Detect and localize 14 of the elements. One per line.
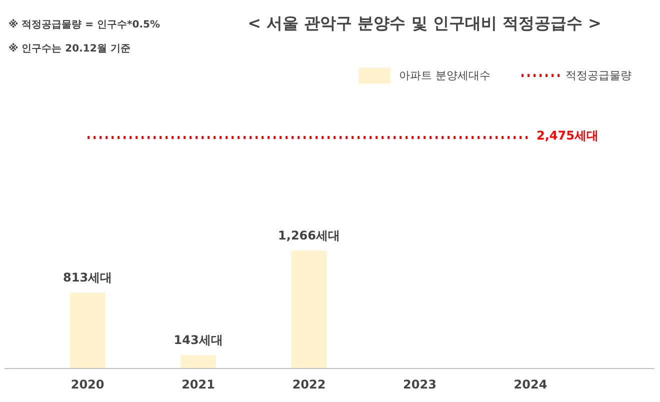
chart-title: < 서울 관악구 분양수 및 인구대비 적정공급수 > [248,14,602,32]
x-tick-label: 2023 [403,378,436,392]
text: ※ 인구수는 20.12월 기준 [8,42,130,54]
text: ※ 적정공급물량 = 인구수*0.5% [8,18,160,30]
x-tick-label: 2021 [182,378,215,392]
data-label: 813세대 [63,270,112,285]
data-label: 2,475세대 [536,128,598,143]
legend-label: 아파트 분양세대수 [399,68,490,82]
x-tick-label: 2024 [514,378,548,392]
data-label: 1,266세대 [278,228,340,242]
x-tick-label: 2022 [292,378,326,392]
data-label: 143세대 [174,333,223,348]
x-tick-label: 2020 [70,378,104,392]
legend-label: 적정공급물량 [566,68,632,82]
